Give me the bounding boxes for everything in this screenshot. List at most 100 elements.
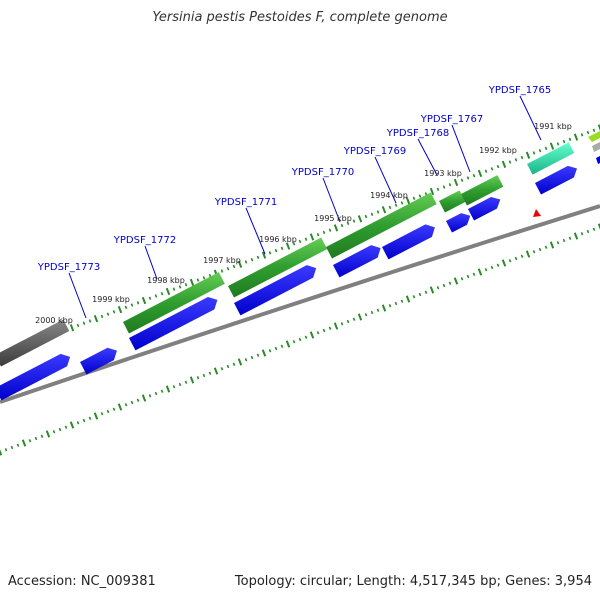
outer-tick bbox=[357, 215, 363, 223]
gene-name[interactable]: YPDSF_1772 bbox=[113, 235, 176, 246]
inner-tick bbox=[189, 376, 195, 384]
inner-tick bbox=[76, 421, 80, 425]
inner-tick bbox=[292, 340, 296, 344]
inner-tick bbox=[280, 344, 284, 348]
outer-tick bbox=[568, 137, 572, 142]
inner-tick bbox=[34, 436, 38, 441]
inner-tick bbox=[556, 241, 560, 245]
outer-tick bbox=[381, 206, 387, 214]
outer-tick bbox=[93, 315, 99, 323]
gene-name[interactable]: YPDSF_1773 bbox=[37, 262, 100, 273]
inner-tick bbox=[484, 268, 488, 272]
gene-label-ypdsf_1765[interactable]: YPDSF_1765 bbox=[488, 85, 551, 141]
inner-tick bbox=[412, 295, 416, 299]
gene-name[interactable]: YPDSF_1765 bbox=[488, 85, 551, 96]
outer-tick bbox=[484, 169, 488, 173]
outer-tick bbox=[220, 269, 224, 273]
gene-label-ypdsf_1773[interactable]: YPDSF_1773 bbox=[37, 262, 100, 319]
inner-tick bbox=[388, 304, 392, 308]
inner-tick bbox=[154, 391, 158, 396]
gene-name[interactable]: YPDSF_1770 bbox=[291, 167, 354, 178]
outer-tick bbox=[309, 233, 315, 241]
gene-label-ypdsf_1772[interactable]: YPDSF_1772 bbox=[113, 235, 176, 280]
outer-tick bbox=[261, 251, 267, 259]
inner-tick bbox=[112, 407, 116, 411]
inner-tick bbox=[274, 346, 278, 351]
outer-tick bbox=[196, 278, 200, 282]
inner-tick bbox=[141, 394, 147, 402]
gene-labels: YPDSF_1765 YPDSF_1767 YPDSF_1768 YPDSF_1769… bbox=[37, 85, 551, 319]
gene-leader-line bbox=[417, 138, 438, 176]
cds-arrow bbox=[535, 165, 578, 195]
inner-tick bbox=[16, 443, 20, 447]
kbp-label: 1997 kbp bbox=[203, 256, 241, 265]
outer-tick bbox=[388, 205, 392, 210]
inner-tick bbox=[322, 328, 326, 333]
outer-tick bbox=[573, 133, 579, 141]
inner-tick bbox=[124, 403, 128, 407]
outer-tick bbox=[376, 210, 380, 214]
outer-tick bbox=[364, 214, 368, 219]
inner-tick bbox=[4, 448, 8, 452]
outer-tick bbox=[106, 312, 110, 316]
inner-tick bbox=[309, 331, 315, 339]
gene-name[interactable]: YPDSF_1767 bbox=[420, 114, 483, 125]
gene-label-ypdsf_1769[interactable]: YPDSF_1769 bbox=[343, 146, 406, 204]
gene-name[interactable]: YPDSF_1771 bbox=[214, 197, 277, 208]
outer-tick bbox=[453, 178, 459, 187]
accession-text: Accession: NC_009381 bbox=[8, 574, 156, 589]
outer-tick bbox=[436, 187, 440, 191]
inner-tick bbox=[285, 340, 291, 348]
outer-tick bbox=[460, 178, 464, 182]
green-feature bbox=[326, 192, 437, 259]
backbone-line bbox=[0, 204, 600, 404]
outer-tick bbox=[112, 310, 116, 314]
inner-tick bbox=[586, 229, 590, 234]
outer-tick bbox=[532, 151, 536, 155]
outer-tick bbox=[154, 294, 158, 298]
inner-tick bbox=[352, 317, 356, 321]
outer-tick bbox=[202, 276, 206, 280]
outer-tick bbox=[172, 287, 176, 291]
outer-tick bbox=[178, 285, 182, 289]
outer-tick bbox=[232, 264, 236, 269]
outer-tick bbox=[88, 319, 92, 323]
gene-name[interactable]: YPDSF_1769 bbox=[343, 146, 406, 157]
green-feature bbox=[461, 175, 504, 206]
gene-label-ypdsf_1768[interactable]: YPDSF_1768 bbox=[386, 128, 449, 176]
inner-tick bbox=[490, 265, 494, 270]
inner-tick bbox=[304, 335, 308, 339]
gene-label-ypdsf_1767[interactable]: YPDSF_1767 bbox=[420, 114, 483, 173]
inner-tick bbox=[501, 259, 507, 267]
inner-tick bbox=[472, 272, 476, 276]
gene-leader-line bbox=[245, 207, 266, 255]
kbp-label: 1992 kbp bbox=[479, 146, 517, 155]
outer-tick bbox=[412, 196, 416, 201]
outer-tick bbox=[136, 301, 140, 305]
outer-tick bbox=[586, 130, 590, 135]
inner-tick bbox=[148, 394, 152, 398]
green-feature bbox=[228, 237, 328, 298]
inner-tick bbox=[52, 430, 56, 434]
outer-tick bbox=[514, 158, 518, 162]
outer-tick bbox=[141, 296, 147, 305]
inner-tick bbox=[346, 319, 350, 324]
outer-tick bbox=[340, 223, 344, 228]
outer-tick bbox=[274, 248, 278, 253]
outer-tick bbox=[520, 155, 524, 160]
inner-tick bbox=[381, 304, 387, 312]
outer-tick bbox=[226, 267, 230, 271]
inner-tick bbox=[93, 412, 99, 420]
inner-tick bbox=[568, 236, 572, 240]
outer-tick bbox=[442, 185, 446, 189]
inner-tick bbox=[442, 283, 446, 288]
gene-label-ypdsf_1771[interactable]: YPDSF_1771 bbox=[214, 197, 277, 255]
outer-tick bbox=[268, 251, 272, 255]
outer-tick bbox=[208, 273, 212, 278]
inner-tick bbox=[592, 227, 596, 231]
gene-label-ypdsf_1770[interactable]: YPDSF_1770 bbox=[291, 167, 354, 223]
cds-arrow bbox=[0, 353, 71, 401]
gene-name[interactable]: YPDSF_1768 bbox=[386, 128, 449, 139]
outer-tick bbox=[472, 173, 476, 178]
